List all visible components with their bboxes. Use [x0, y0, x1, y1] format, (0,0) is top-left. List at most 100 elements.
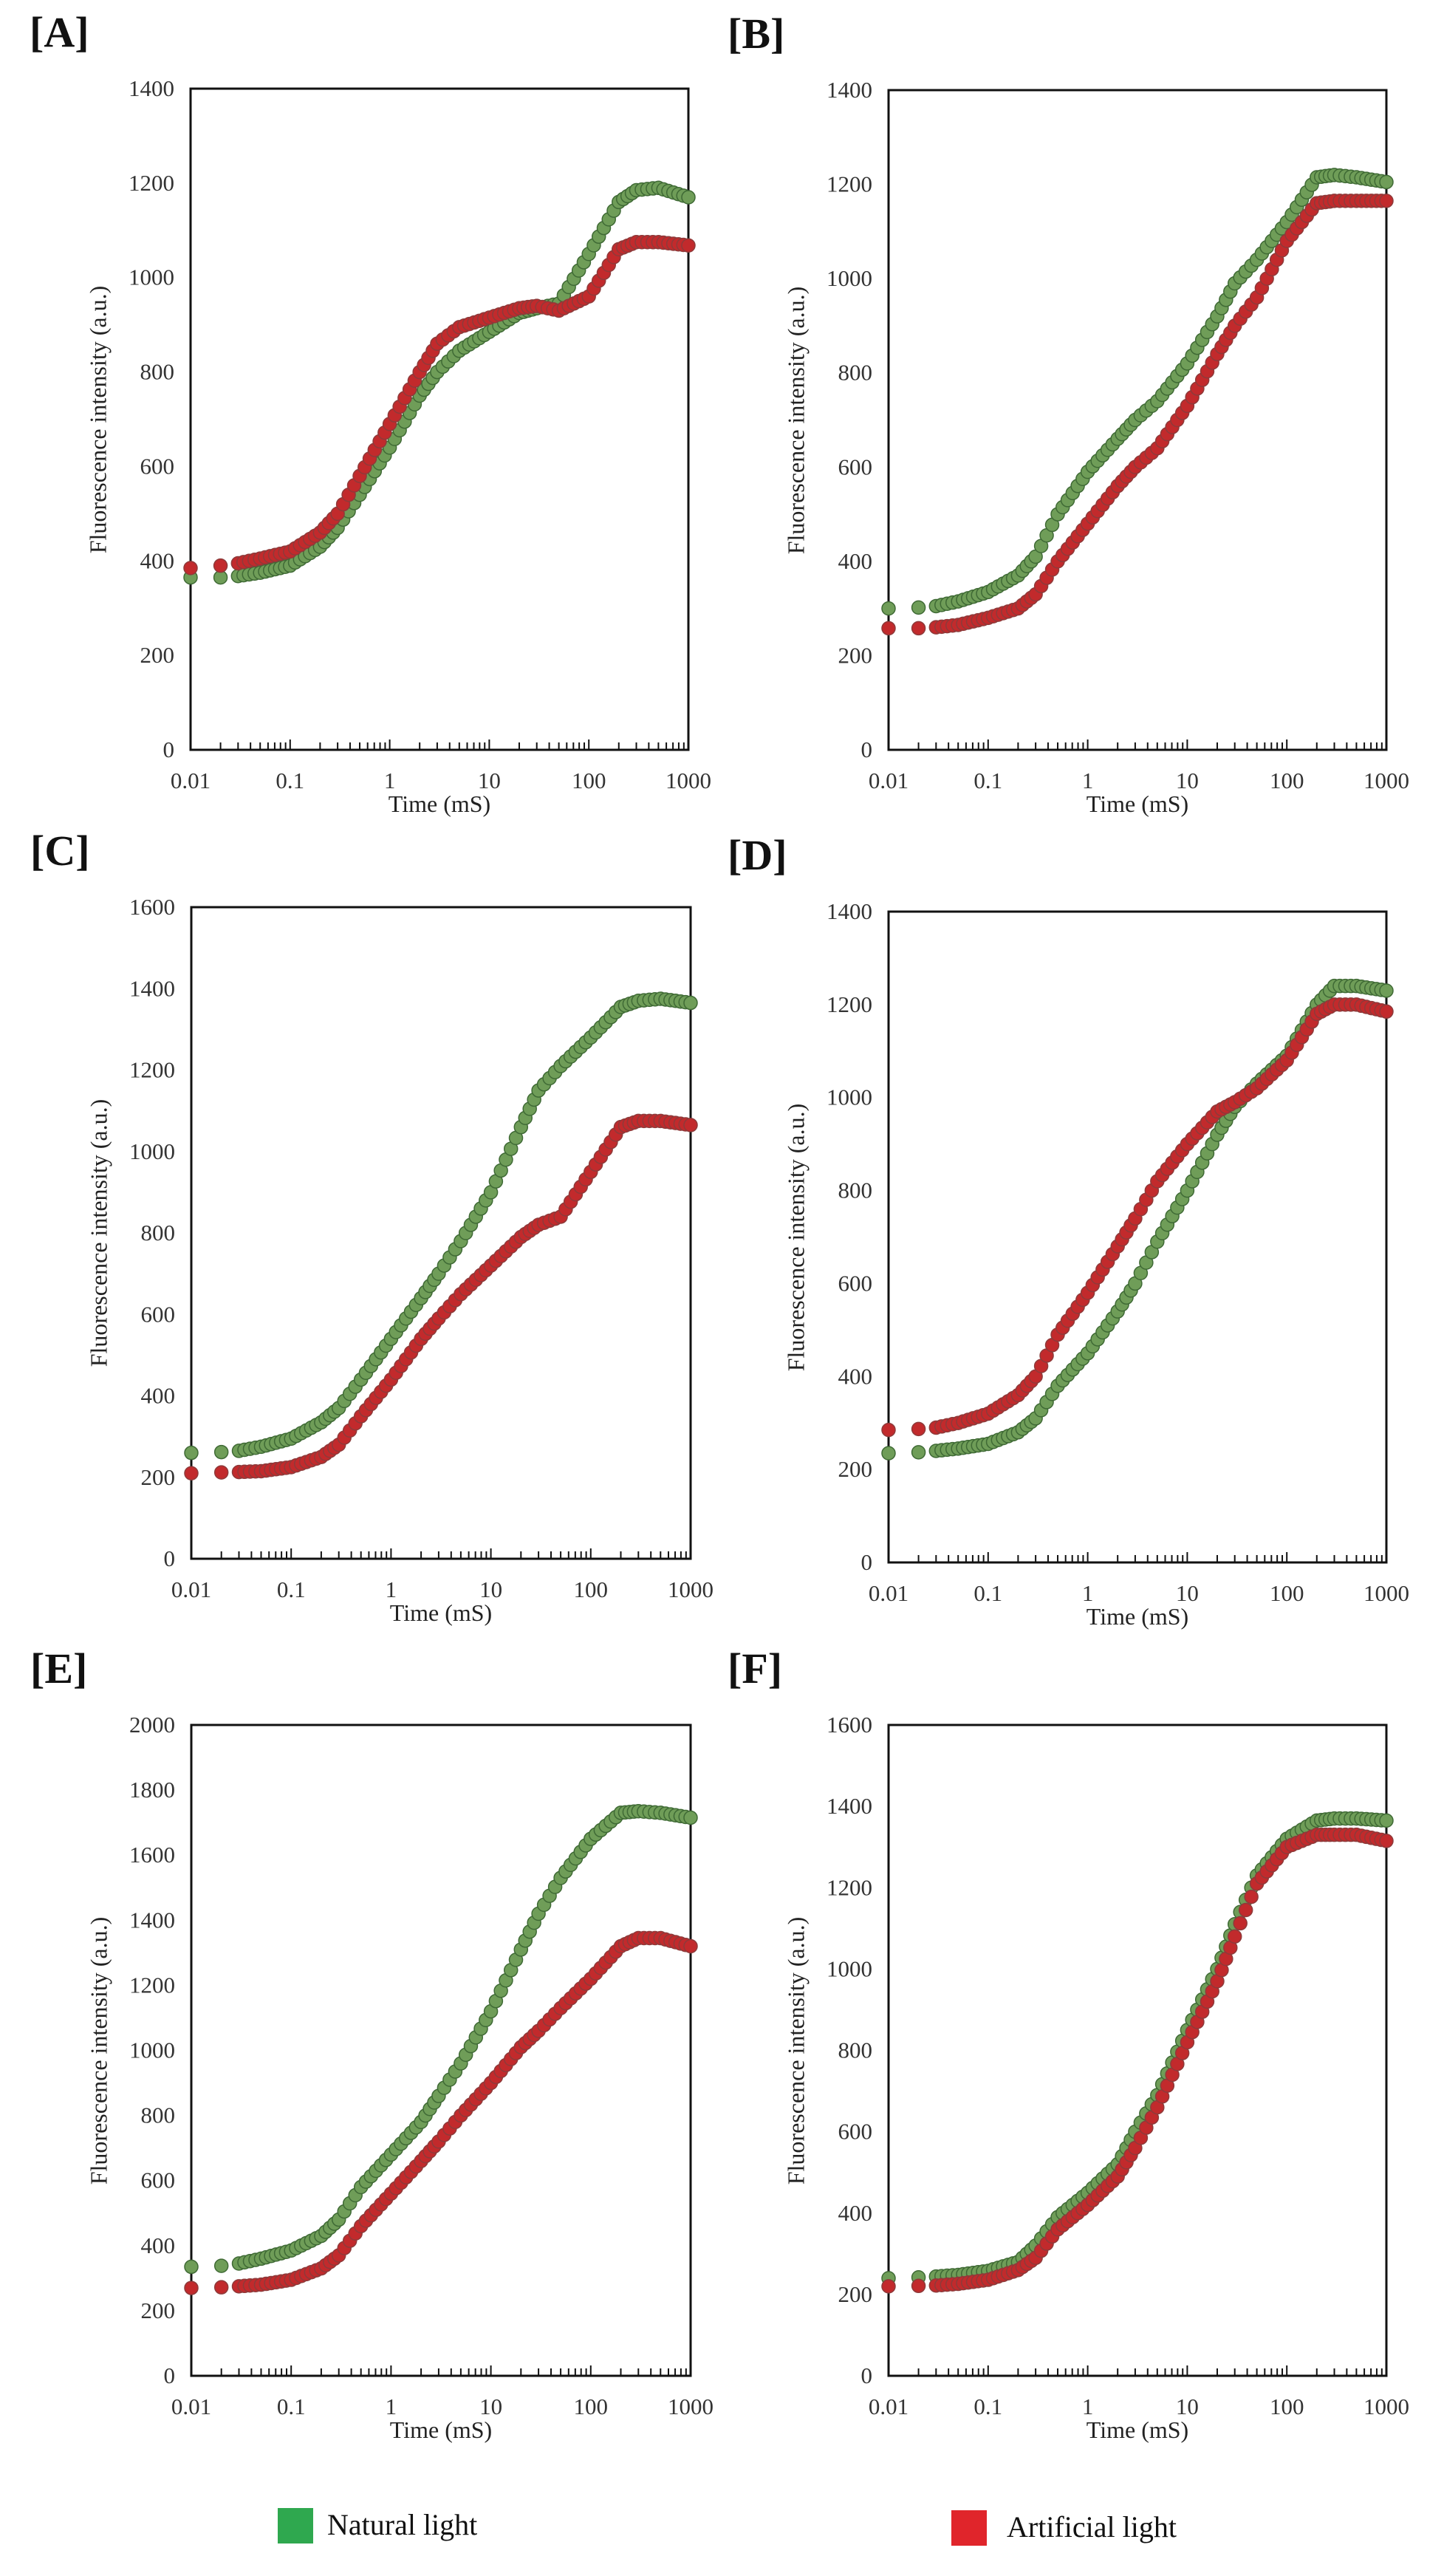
- x-tick-label: 0.1: [277, 1576, 306, 1602]
- y-tick-label: 200: [140, 642, 175, 668]
- x-axis-title: Time (mS): [389, 1599, 493, 1626]
- plot-frame: [887, 89, 1388, 751]
- y-tick-label: 1000: [827, 265, 872, 291]
- panel-label: [E]: [30, 1644, 88, 1692]
- panel-label: [A]: [30, 8, 89, 56]
- panel-label: [C]: [30, 827, 90, 875]
- data-point-natural: [213, 1444, 229, 1460]
- y-tick-label: 0: [861, 2363, 873, 2388]
- y-tick-label: 1400: [827, 77, 872, 103]
- x-tick-label: 10: [1176, 2394, 1199, 2419]
- plot-frame: [190, 906, 692, 1560]
- y-tick-label: 1200: [827, 171, 872, 197]
- panel-1: 0 200 400 600 800 1000 1200 1400 0.01 0.1 1 10 100 10…: [827, 77, 1409, 793]
- legend-label-artificial: Artificial light: [1007, 2510, 1177, 2543]
- series-natural: [881, 1811, 1394, 2286]
- data-point-natural: [213, 2258, 229, 2273]
- x-tick-label: 1000: [1363, 2394, 1409, 2419]
- y-tick-label: 600: [141, 2167, 176, 2193]
- y-tick-label: 0: [163, 737, 175, 762]
- data-point-natural: [1379, 1813, 1394, 1828]
- data-point-artificial: [213, 2280, 229, 2295]
- y-tick-label: 1600: [129, 1842, 175, 1868]
- data-point-natural: [881, 1446, 896, 1460]
- plot-frame: [190, 1723, 692, 2377]
- panel-2: 0 200 400 600 800 1000 1200 1400 1600 0.01 0.1 1 10 1…: [129, 894, 714, 1602]
- x-tick-label: 0.01: [869, 1580, 909, 1606]
- y-tick-label: 1400: [129, 75, 174, 101]
- y-tick-label: 800: [141, 1220, 176, 1246]
- x-tick-label: 100: [1270, 2394, 1304, 2419]
- x-tick-label: 1: [1082, 2394, 1094, 2419]
- y-tick-label: 200: [838, 2281, 873, 2307]
- panel-label: [B]: [728, 10, 785, 58]
- x-tick-label: 10: [479, 2394, 502, 2419]
- y-tick-label: 1000: [129, 2037, 175, 2063]
- data-point-artificial: [183, 561, 198, 575]
- y-tick-label: 200: [141, 1464, 176, 1490]
- y-tick-label: 600: [141, 1301, 176, 1327]
- panel-label: [D]: [728, 831, 787, 879]
- data-point-natural: [184, 2259, 199, 2275]
- data-point-natural: [881, 601, 896, 616]
- data-point-natural: [1379, 174, 1394, 190]
- y-tick-label: 400: [838, 548, 873, 574]
- y-tick-label: 2000: [129, 1712, 175, 1738]
- panel-3: 0 200 400 600 800 1000 1200 1400 0.01 0.1 1 10 100 10…: [827, 898, 1409, 1606]
- y-tick-label: 1000: [827, 1084, 872, 1110]
- x-tick-label: 100: [572, 768, 606, 793]
- data-point-artificial: [911, 1421, 926, 1437]
- data-point-natural: [911, 600, 926, 615]
- data-point-artificial: [683, 1938, 698, 1954]
- y-tick-label: 1000: [129, 264, 174, 290]
- data-point-natural: [683, 1810, 698, 1825]
- data-point-artificial: [213, 558, 228, 573]
- x-tick-label: 100: [1270, 768, 1304, 793]
- x-axis-title: Time (mS): [388, 790, 491, 817]
- x-tick-label: 0.1: [973, 2394, 1002, 2419]
- y-tick-label: 1600: [129, 894, 175, 920]
- data-point-artificial: [1379, 1834, 1394, 1848]
- plot-frame: [189, 87, 690, 751]
- x-tick-label: 0.01: [171, 768, 211, 793]
- data-point-artificial: [1244, 1889, 1259, 1904]
- x-tick-label: 0.01: [869, 2394, 909, 2419]
- series-natural: [184, 1803, 698, 2275]
- panel-5: 0 200 400 600 800 1000 1200 1400 1600 0.01 0.1 1 10 1…: [827, 1712, 1409, 2419]
- panel-4: 0 200 400 600 800 1000 1200 1400 1600 1800 2000 0.0…: [129, 1712, 714, 2419]
- x-tick-label: 100: [574, 1576, 609, 1602]
- x-tick-label: 10: [478, 768, 501, 793]
- y-tick-label: 200: [141, 2297, 176, 2323]
- data-point-artificial: [683, 1118, 698, 1132]
- x-tick-label: 1: [384, 768, 396, 793]
- data-point-artificial: [184, 2281, 199, 2295]
- series-natural: [184, 991, 698, 1460]
- x-axis-title: Time (mS): [1086, 790, 1189, 817]
- y-tick-label: 200: [838, 1456, 873, 1482]
- data-point-artificial: [1238, 1902, 1253, 1918]
- y-tick-label: 400: [141, 1383, 176, 1409]
- x-tick-label: 1000: [1363, 1580, 1409, 1606]
- x-tick-label: 1: [386, 1576, 397, 1602]
- y-tick-label: 200: [838, 642, 873, 668]
- data-point-natural: [683, 995, 698, 1011]
- y-tick-label: 400: [141, 2232, 176, 2258]
- x-tick-label: 1000: [1363, 768, 1409, 793]
- series-artificial: [881, 997, 1394, 1438]
- series-artificial: [184, 1930, 698, 2295]
- legend-label-natural: Natural light: [327, 2508, 478, 2541]
- y-tick-label: 1200: [129, 170, 174, 196]
- x-tick-label: 0.1: [276, 768, 304, 793]
- data-point-artificial: [1379, 1004, 1394, 1019]
- data-point-artificial: [881, 1422, 896, 1438]
- y-tick-label: 800: [140, 359, 175, 385]
- x-tick-label: 10: [1176, 1580, 1199, 1606]
- y-tick-label: 1400: [827, 1793, 872, 1819]
- x-axis-title: Time (mS): [1086, 1603, 1189, 1630]
- data-point-natural: [681, 190, 696, 205]
- y-tick-label: 800: [838, 2037, 873, 2063]
- x-tick-label: 1: [1082, 768, 1094, 793]
- x-tick-label: 0.01: [171, 2394, 211, 2419]
- x-tick-label: 10: [1176, 768, 1199, 793]
